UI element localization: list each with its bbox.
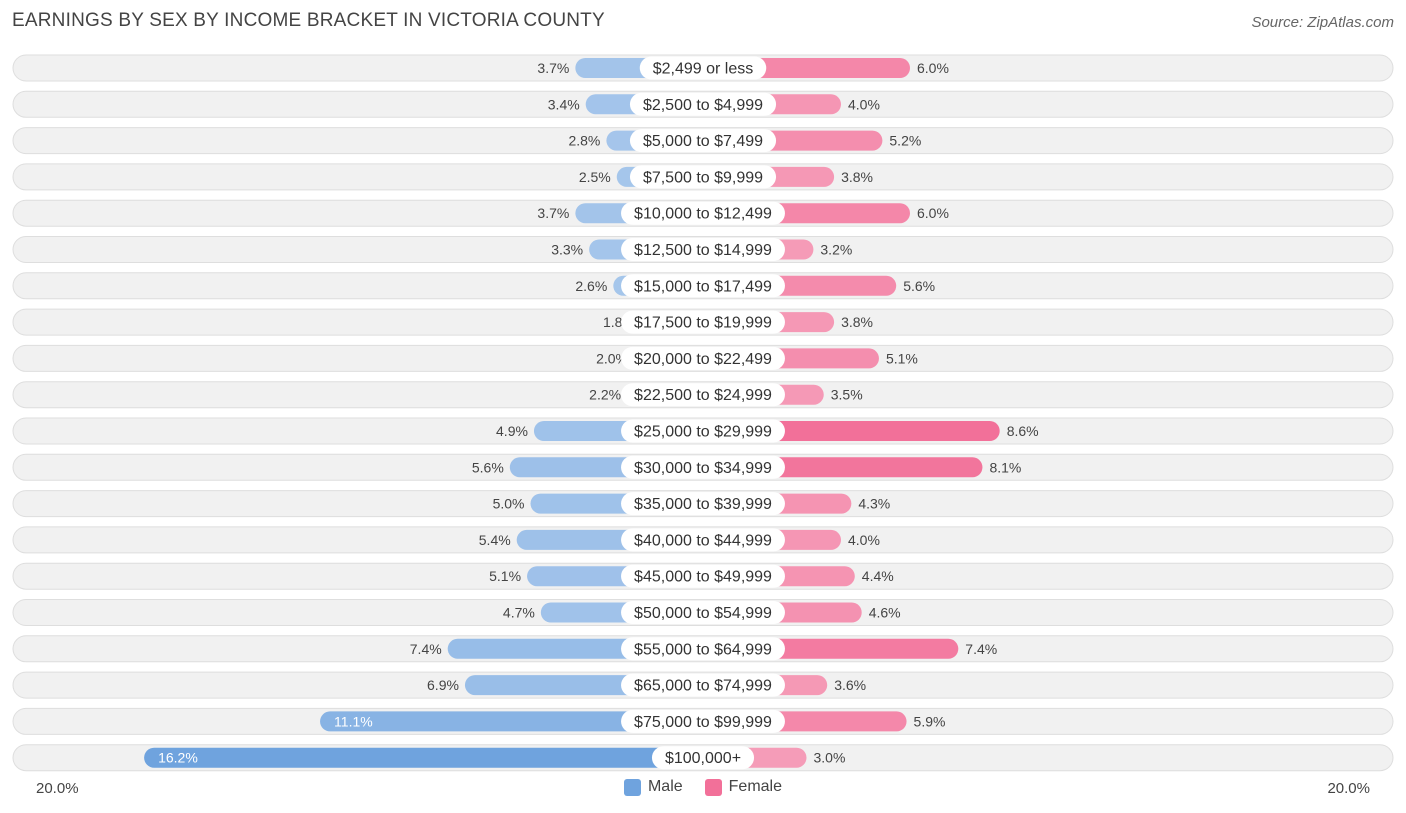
category-label-bg: [629, 165, 777, 189]
male-value-label: 4.7%: [503, 605, 535, 621]
female-value-label: 6.0%: [917, 60, 949, 76]
category-label: $12,500 to $14,999: [634, 242, 772, 259]
female-value-label: 5.6%: [903, 278, 935, 294]
category-label: $2,499 or less: [653, 61, 754, 78]
female-value-label: 4.0%: [848, 96, 880, 112]
legend-label-female: Female: [728, 778, 783, 795]
male-value-label: 2.6%: [575, 278, 607, 294]
female-value-label: 3.8%: [841, 169, 873, 185]
male-value-label: 16.2%: [158, 750, 198, 766]
chart-title: EARNINGS BY SEX BY INCOME BRACKET IN VIC…: [12, 10, 605, 31]
chart-svg: 3.7% 6.0% $2,499 or less 3.4% 4.0% $2,500 to …: [12, 54, 1394, 772]
category-label-bg: [651, 746, 755, 770]
legend-item-female[interactable]: Female: [704, 778, 783, 796]
category-label: $100,000+: [665, 750, 741, 767]
male-value-label: 7.4%: [410, 641, 442, 657]
category-label: $7,500 to $9,999: [643, 169, 763, 186]
axis-left-label: 20.0%: [36, 780, 79, 797]
male-value-label: 3.7%: [537, 60, 569, 76]
male-value-label: 2.8%: [568, 133, 600, 149]
male-value-label: 3.7%: [537, 205, 569, 221]
male-value-label: 5.6%: [472, 459, 504, 475]
male-value-label: 5.0%: [493, 496, 525, 512]
female-value-label: 6.0%: [917, 205, 949, 221]
male-bar: [320, 711, 703, 732]
male-value-label: 3.4%: [548, 96, 580, 112]
male-value-label: 11.1%: [334, 713, 373, 729]
category-label-bg: [621, 383, 785, 407]
female-value-label: 7.4%: [965, 641, 997, 657]
female-value-label: 3.6%: [834, 677, 866, 693]
female-value-label: 4.6%: [869, 605, 901, 621]
female-value-label: 3.2%: [820, 242, 852, 258]
category-label-bg: [639, 56, 767, 80]
female-value-label: 3.0%: [814, 750, 846, 766]
female-value-label: 4.3%: [858, 496, 890, 512]
category-label: $2,500 to $4,999: [643, 97, 763, 114]
category-label-bg: [621, 455, 785, 479]
category-label: $15,000 to $17,499: [634, 278, 772, 295]
male-bar: [144, 747, 704, 768]
male-value-label: 2.2%: [589, 387, 621, 403]
category-label: $17,500 to $19,999: [634, 315, 772, 332]
category-label: $65,000 to $74,999: [634, 678, 772, 695]
female-value-label: 8.1%: [989, 459, 1021, 475]
category-label: $22,500 to $24,999: [634, 387, 772, 404]
category-label-bg: [621, 274, 785, 298]
category-label-bg: [629, 129, 777, 153]
axis-right-label: 20.0%: [1327, 780, 1370, 797]
male-value-label: 2.5%: [579, 169, 611, 185]
category-label-bg: [621, 709, 785, 733]
category-label-bg: [621, 637, 785, 661]
category-label: $55,000 to $64,999: [634, 641, 772, 658]
female-value-label: 4.4%: [862, 568, 894, 584]
category-label-bg: [621, 310, 785, 334]
category-label-bg: [621, 419, 785, 443]
category-label: $40,000 to $44,999: [634, 532, 772, 549]
female-value-label: 3.5%: [831, 387, 863, 403]
category-label: $10,000 to $12,499: [634, 206, 772, 223]
category-label: $25,000 to $29,999: [634, 424, 772, 441]
category-label: $50,000 to $54,999: [634, 605, 772, 622]
male-value-label: 3.3%: [551, 242, 583, 258]
category-label: $5,000 to $7,499: [643, 133, 763, 150]
male-value-label: 5.1%: [489, 568, 521, 584]
male-value-label: 5.4%: [479, 532, 511, 548]
category-label-bg: [621, 673, 785, 697]
female-value-label: 3.8%: [841, 314, 873, 330]
category-label-bg: [621, 201, 785, 225]
male-value-label: 2.0%: [596, 350, 628, 366]
legend-item-male[interactable]: Male: [623, 778, 683, 796]
category-label: $75,000 to $99,999: [634, 714, 772, 731]
legend: Male Female: [0, 778, 1406, 796]
category-label: $45,000 to $49,999: [634, 569, 772, 586]
category-label-bg: [621, 528, 785, 552]
legend-label-male: Male: [647, 778, 683, 795]
category-label-bg: [621, 492, 785, 516]
category-label: $20,000 to $22,499: [634, 351, 772, 368]
legend-swatch-male: [623, 778, 641, 796]
category-label-bg: [621, 601, 785, 624]
female-value-label: 5.2%: [889, 133, 921, 149]
category-label-bg: [621, 346, 785, 370]
male-value-label: 4.9%: [496, 423, 528, 439]
category-label-bg: [621, 238, 785, 261]
category-label: $30,000 to $34,999: [634, 460, 772, 477]
female-value-label: 5.1%: [886, 350, 918, 366]
category-label-bg: [621, 564, 785, 588]
female-value-label: 5.9%: [914, 713, 946, 729]
female-value-label: 8.6%: [1007, 423, 1039, 439]
legend-swatch-female: [704, 778, 722, 796]
female-value-label: 4.0%: [848, 532, 880, 548]
category-label-bg: [629, 92, 777, 116]
source-label: Source: ZipAtlas.com: [1251, 14, 1394, 31]
category-label: $35,000 to $39,999: [634, 496, 772, 513]
male-value-label: 6.9%: [427, 677, 459, 693]
